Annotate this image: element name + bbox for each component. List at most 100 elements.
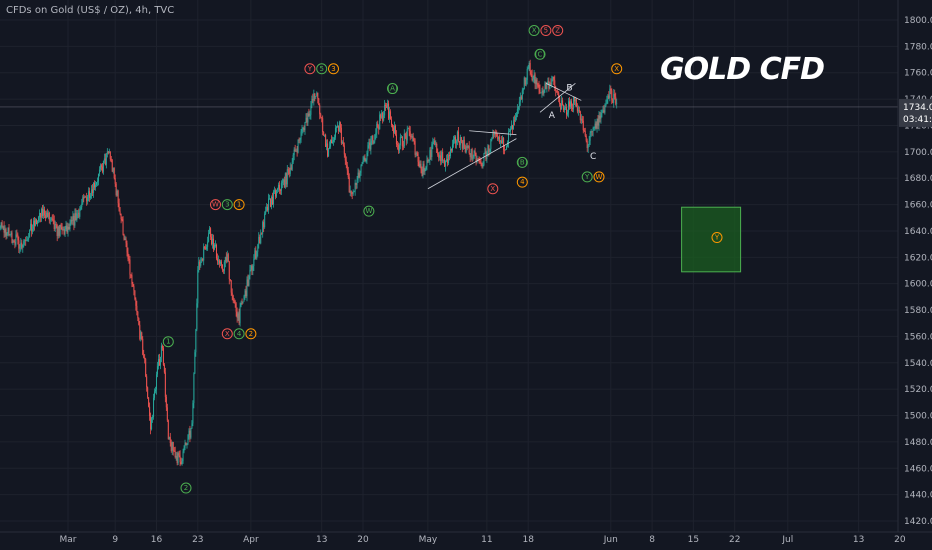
candle-up <box>177 453 179 464</box>
candle-up <box>192 403 194 424</box>
candle-down <box>340 127 342 144</box>
candle-up <box>38 212 40 218</box>
candle-down <box>146 376 148 388</box>
candle-up <box>64 229 66 235</box>
candle-down <box>137 311 139 319</box>
candle-up <box>357 172 359 180</box>
candle-down <box>449 155 451 157</box>
candle-up <box>254 250 256 259</box>
wave-label-circle <box>221 328 233 340</box>
candle-down <box>392 124 393 128</box>
time-tick-label: 18 <box>522 535 534 545</box>
candle-down <box>120 213 122 220</box>
candle-up <box>77 212 79 214</box>
candle-up <box>219 261 221 264</box>
candle-down <box>501 140 503 144</box>
time-axis[interactable]: Mar91623Apr1320May1118Jun81522Jul132027 <box>0 531 932 550</box>
candle-up <box>393 125 395 133</box>
candle-up <box>415 153 417 155</box>
candle-down <box>78 212 80 217</box>
candle-down <box>218 260 220 264</box>
candle-up <box>96 182 98 185</box>
price-tick-label: 1560.00 <box>904 332 932 342</box>
wave-label-circle <box>304 63 316 75</box>
candle-up <box>262 222 264 234</box>
candle-up <box>572 96 574 109</box>
candle-up <box>598 115 600 126</box>
candle-down <box>164 372 166 397</box>
candle-up <box>376 123 378 134</box>
candle-down <box>166 407 168 421</box>
wave-label-text: (B) <box>517 158 528 166</box>
candle-up <box>28 237 30 240</box>
candle-down <box>477 159 479 160</box>
candle-down <box>343 145 345 155</box>
candle-down <box>430 150 432 157</box>
candle-up <box>526 68 528 80</box>
candle-up <box>304 122 306 130</box>
candle-down <box>55 224 57 226</box>
candle-up <box>607 95 609 100</box>
candle-up <box>593 127 595 129</box>
candle-up <box>609 88 611 98</box>
candle-up <box>422 163 424 177</box>
time-tick-label: 9 <box>112 535 118 545</box>
candle-up <box>431 144 433 157</box>
candle-down <box>325 134 327 147</box>
candle-down <box>464 147 466 152</box>
price-tick-label: 1640.00 <box>904 227 932 237</box>
candle-up <box>473 151 475 158</box>
candle-down <box>104 158 106 165</box>
current-price-tag: 1734.08 03:41:37 <box>899 98 932 127</box>
wave-label-text: 1 <box>166 338 170 346</box>
candle-down <box>554 80 556 88</box>
candle-up <box>330 139 332 147</box>
candle-down <box>142 338 144 355</box>
candle-down <box>44 215 46 219</box>
candle-up <box>521 90 523 100</box>
candle-down <box>434 140 436 146</box>
candle-up <box>242 301 244 304</box>
candle-up <box>286 169 288 185</box>
candle-down <box>220 261 222 265</box>
candle-up <box>112 168 114 172</box>
candle-up <box>596 118 598 129</box>
candle-down <box>147 387 149 398</box>
candle-down <box>145 359 147 377</box>
candle-down <box>355 182 357 185</box>
candle-up <box>367 145 369 153</box>
candle-down <box>454 137 456 144</box>
candle-up <box>299 139 301 141</box>
candle-down <box>165 396 167 408</box>
price-tick-label: 1480.00 <box>904 438 932 448</box>
time-tick-label: Apr <box>243 535 259 545</box>
candle-down <box>144 357 146 360</box>
candle-up <box>335 127 337 128</box>
candle-down <box>85 196 87 198</box>
candle-up <box>514 117 516 121</box>
candle-up <box>239 306 241 324</box>
candle-down <box>36 219 38 225</box>
candle-down <box>127 252 129 260</box>
candle-up <box>512 120 514 129</box>
candle-down <box>314 93 316 97</box>
price-axis[interactable]: 1420.00 1440.00 1460.00 1480.00 1500.00 1520.… <box>897 0 932 550</box>
candle-up <box>282 179 284 182</box>
candle-down <box>39 212 41 218</box>
candle-up <box>124 238 126 240</box>
candle-down <box>132 283 134 287</box>
candle-up <box>206 246 208 249</box>
candle-up <box>425 166 427 169</box>
candle-up <box>159 356 161 366</box>
candle-up <box>38 217 39 221</box>
candle-up <box>82 197 84 204</box>
wave-label-text: X <box>490 185 495 193</box>
candle-up <box>15 234 17 245</box>
candle-up <box>181 461 183 465</box>
candle-up <box>269 198 271 200</box>
wave-label-circle <box>534 48 546 60</box>
candle-up <box>49 219 51 221</box>
candle-up <box>502 138 504 144</box>
